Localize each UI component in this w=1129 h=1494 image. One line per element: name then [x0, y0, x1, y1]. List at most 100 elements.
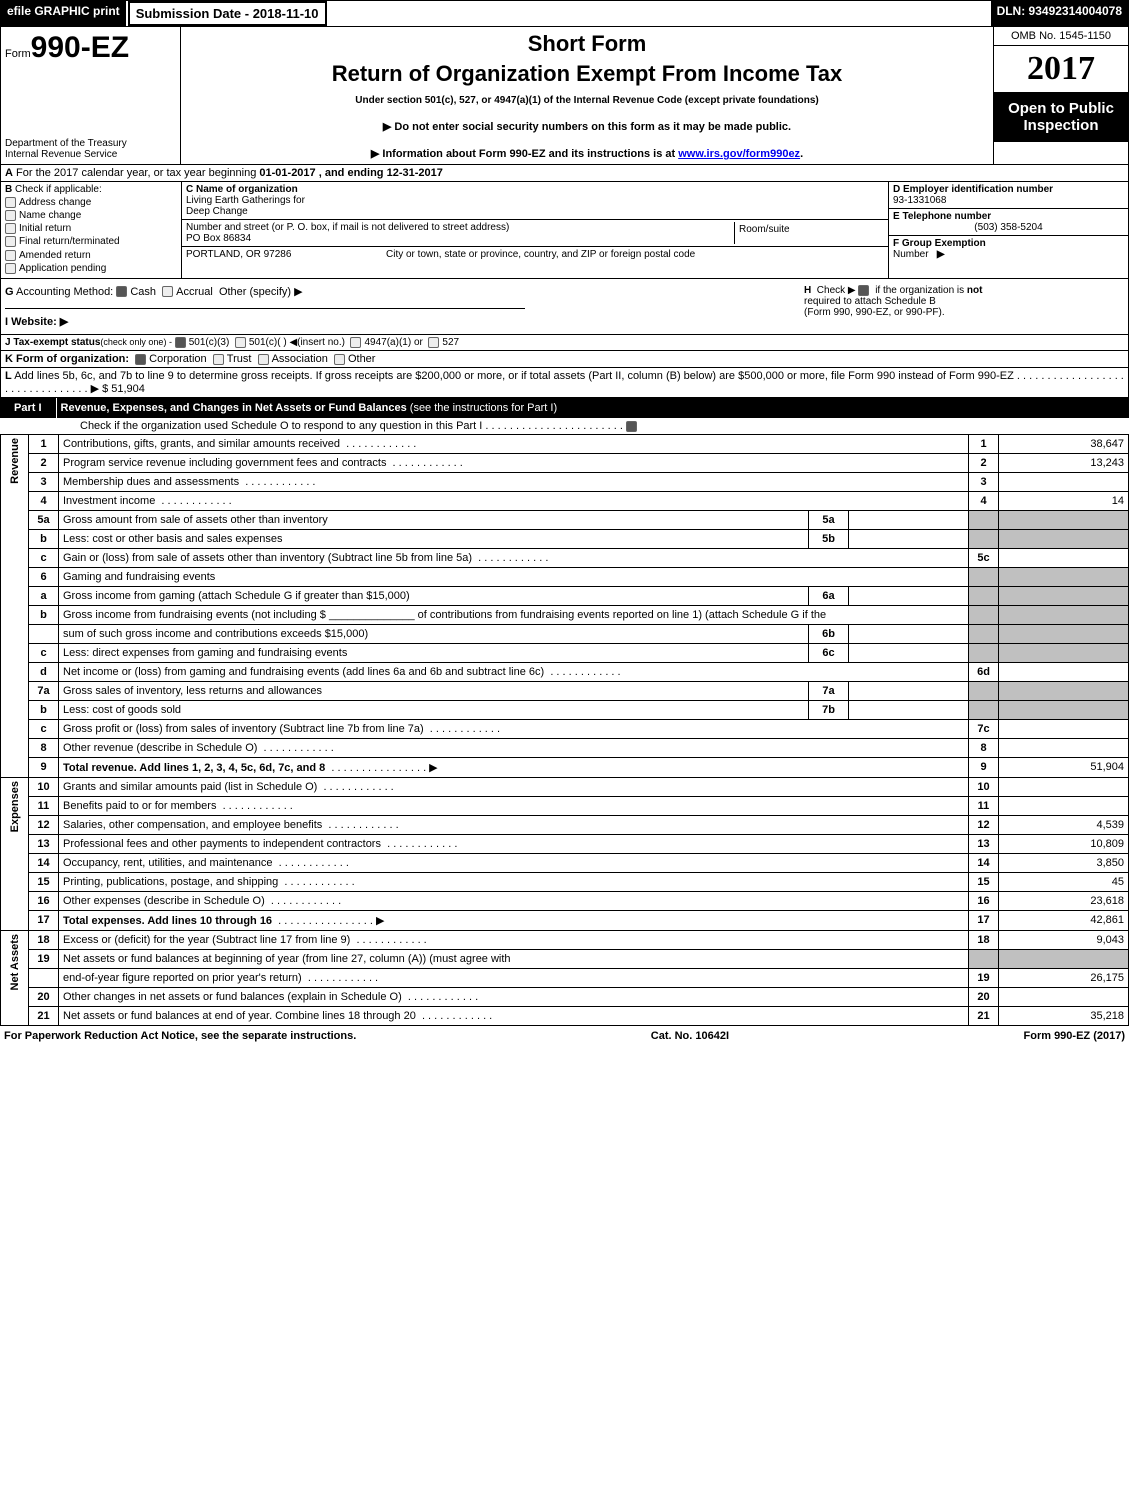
- table-row: bLess: cost or other basis and sales exp…: [1, 529, 1129, 548]
- j-501c3: 501(c)(3): [189, 337, 230, 348]
- shaded-cell: [969, 700, 999, 719]
- line-description: Net assets or fund balances at end of ye…: [59, 1006, 969, 1025]
- line-number: [29, 968, 59, 987]
- check-schedule-o-icon[interactable]: [626, 421, 637, 432]
- check-application-pending[interactable]: Application pending: [5, 263, 177, 274]
- check-4947-icon[interactable]: [350, 337, 361, 348]
- checkbox-icon: [5, 250, 16, 261]
- table-row: 17Total expenses. Add lines 10 through 1…: [1, 910, 1129, 930]
- check-assoc-icon[interactable]: [258, 354, 269, 365]
- line-description: Contributions, gifts, grants, and simila…: [59, 434, 969, 453]
- accounting-label: Accounting Method:: [16, 286, 113, 298]
- line-description: Gain or (loss) from sale of assets other…: [59, 548, 969, 567]
- table-row: 20Other changes in net assets or fund ba…: [1, 987, 1129, 1006]
- line-num-right: 13: [969, 834, 999, 853]
- section-j: J Tax-exempt status(check only one) - 50…: [0, 335, 1129, 351]
- line-num-right: 21: [969, 1006, 999, 1025]
- line-number: c: [29, 643, 59, 662]
- info-post: .: [800, 148, 803, 160]
- main-table: Revenue1Contributions, gifts, grants, an…: [0, 434, 1129, 1026]
- check-h-icon[interactable]: [858, 285, 869, 296]
- check-501c3-icon[interactable]: [175, 337, 186, 348]
- line-amount: 9,043: [999, 930, 1129, 949]
- line-description: Less: cost or other basis and sales expe…: [59, 529, 809, 548]
- table-row: 13Professional fees and other payments t…: [1, 834, 1129, 853]
- j-4947: 4947(a)(1) or: [364, 337, 422, 348]
- year-begin: 01-01-2017: [259, 167, 315, 179]
- info-line: ▶ Information about Form 990-EZ and its …: [185, 147, 989, 160]
- line-amount: 13,243: [999, 453, 1129, 472]
- j-527: 527: [442, 337, 459, 348]
- line-num-right: 8: [969, 738, 999, 757]
- b-label: B: [5, 184, 12, 195]
- footer-left: For Paperwork Reduction Act Notice, see …: [4, 1030, 356, 1042]
- shaded-cell: [969, 567, 999, 586]
- org-city-row: PORTLAND, OR 97286 City or town, state o…: [182, 247, 888, 262]
- line-number: 13: [29, 834, 59, 853]
- section-c: C Name of organization Living Earth Gath…: [181, 182, 888, 278]
- check-name-change[interactable]: Name change: [5, 210, 177, 221]
- line-description: Total expenses. Add lines 10 through 16 …: [59, 910, 969, 930]
- table-row: 4Investment income . . . . . . . . . . .…: [1, 491, 1129, 510]
- room-suite: Room/suite: [734, 222, 884, 244]
- line-description: Gross income from gaming (attach Schedul…: [59, 586, 809, 605]
- part-1-title: Revenue, Expenses, and Changes in Net As…: [57, 398, 1129, 418]
- table-row: aGross income from gaming (attach Schedu…: [1, 586, 1129, 605]
- dept-treasury: Department of the Treasury: [5, 138, 176, 149]
- department-label: Department of the Treasury Internal Reve…: [5, 138, 176, 160]
- check-527-icon[interactable]: [428, 337, 439, 348]
- section-f: F Group Exemption Number ▶: [889, 236, 1128, 262]
- line-description: Printing, publications, postage, and shi…: [59, 872, 969, 891]
- line-number: 8: [29, 738, 59, 757]
- section-d-e-f: D Employer identification number 93-1331…: [888, 182, 1128, 278]
- sub-line-value: [849, 624, 969, 643]
- line-number: 11: [29, 796, 59, 815]
- table-row: sum of such gross income and contributio…: [1, 624, 1129, 643]
- check-initial-return[interactable]: Initial return: [5, 223, 177, 234]
- section-a-label: A: [5, 167, 13, 179]
- table-row: bLess: cost of goods sold7b: [1, 700, 1129, 719]
- shaded-cell: [969, 624, 999, 643]
- line-description: Other changes in net assets or fund bala…: [59, 987, 969, 1006]
- line-amount: [999, 777, 1129, 796]
- c-name-label: C Name of organization: [186, 184, 298, 195]
- l-text: Add lines 5b, 6c, and 7b to line 9 to de…: [14, 370, 1014, 382]
- line-number: d: [29, 662, 59, 681]
- check-corp-icon[interactable]: [135, 354, 146, 365]
- h-text2: if the organization is: [875, 285, 967, 296]
- checkbox-icon: [5, 210, 16, 221]
- radio-accrual-icon[interactable]: [162, 286, 173, 297]
- radio-cash-icon[interactable]: [116, 286, 127, 297]
- line-description: Grants and similar amounts paid (list in…: [59, 777, 969, 796]
- check-other-icon[interactable]: [334, 354, 345, 365]
- k-other: Other: [348, 353, 376, 365]
- sub-line-label: 6b: [809, 624, 849, 643]
- line-num-right: 6d: [969, 662, 999, 681]
- section-side-label: Revenue: [1, 434, 29, 777]
- line-description: Less: direct expenses from gaming and fu…: [59, 643, 809, 662]
- j-label: J Tax-exempt status: [5, 337, 100, 348]
- line-description: Salaries, other compensation, and employ…: [59, 815, 969, 834]
- line-amount: 35,218: [999, 1006, 1129, 1025]
- line-number: b: [29, 700, 59, 719]
- line-number: 14: [29, 853, 59, 872]
- check-final-return[interactable]: Final return/terminated: [5, 236, 177, 247]
- sub-line-label: 7b: [809, 700, 849, 719]
- check-amended[interactable]: Amended return: [5, 250, 177, 261]
- check-trust-icon[interactable]: [213, 354, 224, 365]
- line-num-right: 1: [969, 434, 999, 453]
- irs-link[interactable]: www.irs.gov/form990ez: [678, 148, 800, 160]
- line-number: 1: [29, 434, 59, 453]
- shaded-cell: [999, 567, 1129, 586]
- open-public-1: Open to Public: [998, 100, 1124, 117]
- line-amount: 4,539: [999, 815, 1129, 834]
- sub-line-label: 6a: [809, 586, 849, 605]
- check-501c-icon[interactable]: [235, 337, 246, 348]
- efile-print-button[interactable]: efile GRAPHIC print: [1, 1, 126, 26]
- sub-line-label: 7a: [809, 681, 849, 700]
- opt-final: Final return/terminated: [19, 237, 120, 248]
- sub-line-value: [849, 700, 969, 719]
- line-description: sum of such gross income and contributio…: [59, 624, 809, 643]
- shaded-cell: [999, 643, 1129, 662]
- check-address-change[interactable]: Address change: [5, 197, 177, 208]
